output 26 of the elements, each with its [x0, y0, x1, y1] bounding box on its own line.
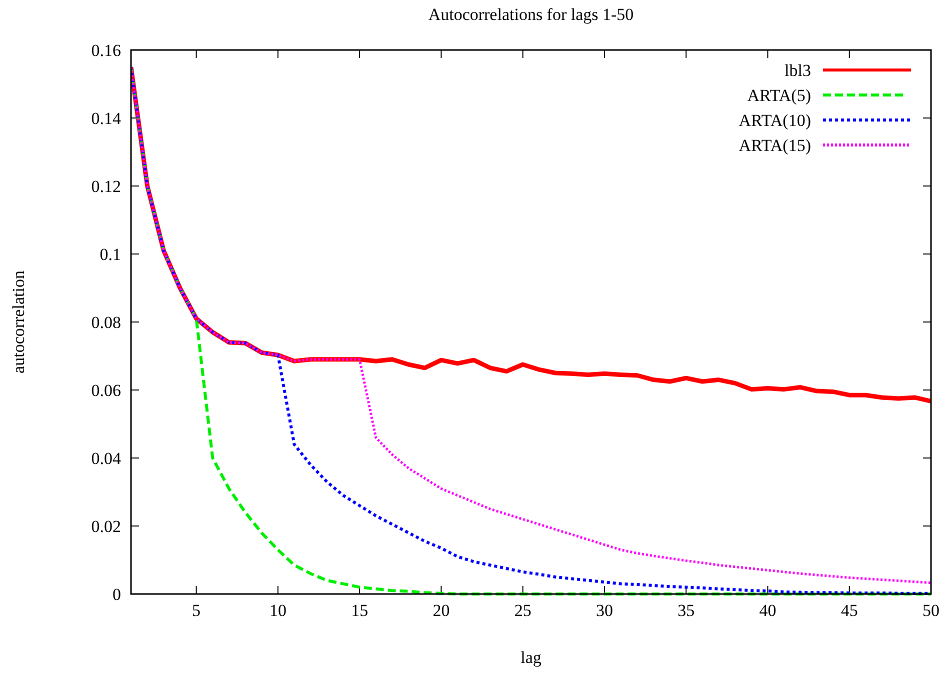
text: lbl3: [784, 60, 811, 80]
legend-label: ARTA(15): [738, 136, 811, 155]
legend-label: ARTA(10): [738, 110, 811, 130]
legend-label: ARTA(5): [747, 86, 811, 105]
y-tick-label: 0.1: [100, 244, 121, 264]
x-tick-label: 50: [922, 601, 940, 620]
x-tick-label: 25: [514, 601, 532, 620]
y-axis-title: autocorrelation: [9, 270, 28, 374]
x-tick-label: 30: [596, 601, 613, 620]
x-tick-label: 10: [269, 601, 286, 620]
y-tick-label: 0.02: [91, 516, 121, 536]
x-tick-label: 45: [840, 601, 858, 620]
x-tick-label: 15: [351, 601, 368, 620]
y-tick-label: 0.12: [91, 176, 121, 196]
x-tick-label: 20: [432, 601, 450, 620]
x-tick-label: 40: [759, 601, 776, 620]
y-tick-label: 0.04: [91, 448, 122, 468]
y-tick-label: 0: [112, 584, 121, 604]
x-axis-title: lag: [520, 648, 542, 667]
x-tick-label: 5: [192, 601, 201, 620]
x-tick-label: 35: [678, 601, 695, 620]
y-tick-label: 0.06: [91, 380, 121, 400]
y-tick-label: 0.08: [91, 312, 121, 332]
chart-title: Autocorrelations for lags 1-50: [428, 5, 634, 24]
y-tick-label: 0.16: [91, 40, 121, 60]
y-tick-label: 0.14: [91, 108, 122, 128]
